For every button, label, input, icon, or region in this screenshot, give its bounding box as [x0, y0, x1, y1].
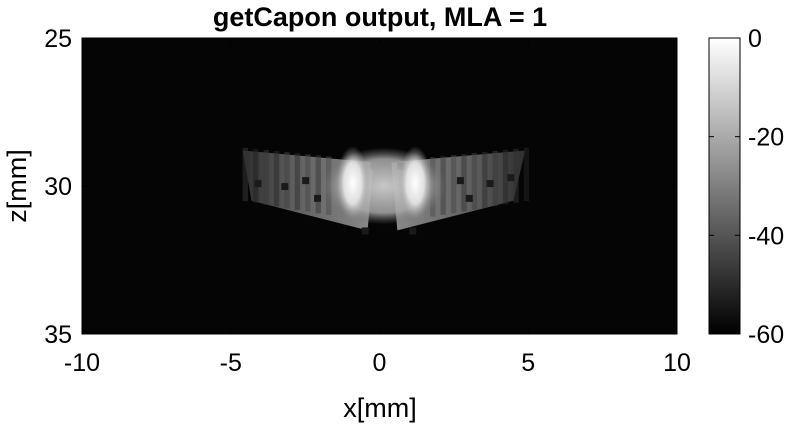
y-tick-label: 35: [44, 321, 72, 349]
speckle-dark-spot: [281, 183, 289, 191]
bright-scatterer: [398, 146, 432, 221]
y-tick-label: 30: [44, 173, 72, 201]
speckle-column: [502, 149, 509, 205]
speckle-dark-spot: [465, 194, 473, 202]
x-tick-label: -5: [220, 349, 242, 377]
speckle-dark-spot: [456, 177, 464, 185]
x-tick-label: 0: [373, 349, 387, 377]
speckle-column: [523, 147, 530, 202]
y-axis: 25 30 35: [44, 25, 677, 349]
colorbar-gradient: [708, 37, 741, 335]
speckle-column: [315, 155, 321, 214]
speckle-dark-spot: [361, 227, 369, 235]
speckle-dark-spot: [486, 180, 494, 188]
y-axis-label: z[mm]: [2, 149, 32, 223]
speckle-column: [461, 154, 467, 212]
colorbar-tick-label: 0: [748, 25, 762, 53]
speckle-column: [471, 153, 478, 210]
speckle-column: [253, 148, 259, 204]
speckle-image: [242, 146, 530, 235]
speckle-dark-spot: [254, 180, 262, 188]
colorbar-tick-label: -60: [748, 321, 784, 349]
speckle-column: [273, 151, 280, 207]
speckle-dark-spot: [302, 177, 310, 185]
bright-scatterer: [336, 146, 370, 221]
speckle-column: [294, 153, 301, 210]
x-tick-label: 5: [521, 349, 535, 377]
speckle-dark-spot: [314, 194, 322, 202]
speckle-column: [242, 147, 249, 202]
y-tick-label: 25: [44, 25, 72, 53]
colorbar: 0 -20 -40 -60: [708, 25, 784, 349]
speckle-column: [492, 150, 498, 207]
colorbar-ticks: 0 -20 -40 -60: [709, 25, 784, 349]
speckle-column: [450, 155, 457, 214]
image-plot: -10 -5 0 5 10 25 30 35: [44, 25, 691, 377]
colorbar-tick-label: -20: [748, 124, 784, 152]
x-tick-label: -10: [64, 349, 100, 377]
chart-title: getCapon output, MLA = 1: [213, 2, 547, 32]
x-axis: -10 -5 0 5 10: [64, 38, 691, 377]
x-axis-label: x[mm]: [343, 393, 417, 423]
speckle-dark-spot: [507, 174, 515, 182]
speckle-column: [263, 149, 269, 205]
speckle-column: [284, 152, 290, 209]
speckle-dark-spot: [409, 227, 417, 235]
colorbar-tick-label: -40: [748, 222, 784, 250]
speckle-column: [482, 151, 488, 208]
x-tick-label: 10: [663, 349, 691, 377]
speckle-column: [513, 148, 519, 203]
